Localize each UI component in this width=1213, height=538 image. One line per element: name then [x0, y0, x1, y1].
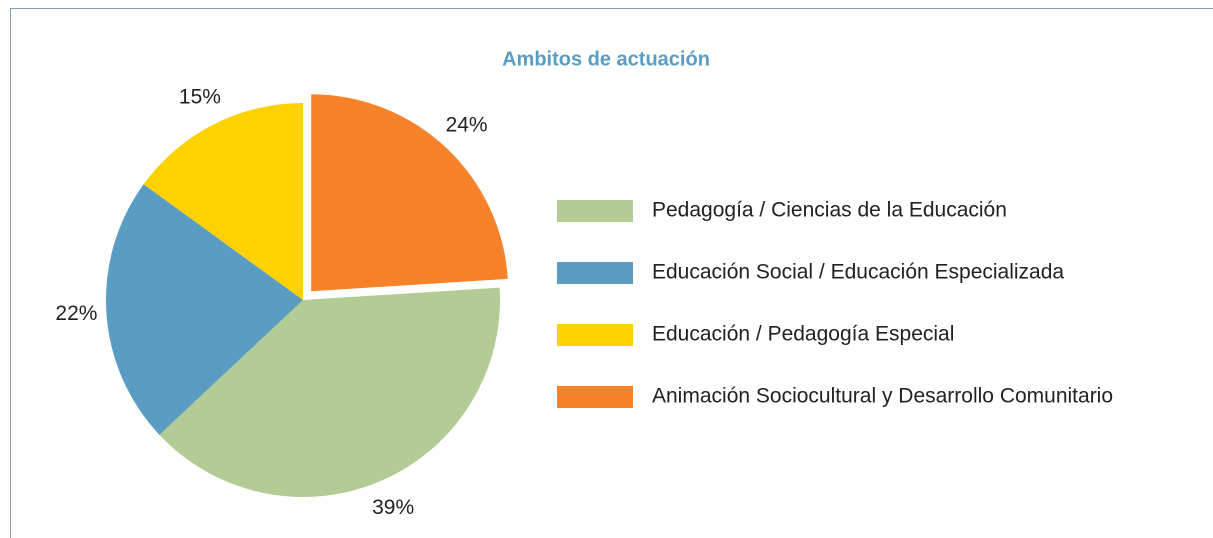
pie-slice [311, 94, 508, 292]
pie-slice [159, 287, 500, 498]
pie-slice [143, 103, 303, 300]
legend-label: Animación Sociocultural y Desarrollo Com… [652, 385, 1113, 408]
legend-label: Pedagogía / Ciencias de la Educación [652, 199, 1007, 222]
legend-swatch [557, 386, 633, 408]
legend-label: Educación Social / Educación Especializa… [652, 261, 1064, 284]
data-label: 22% [55, 302, 97, 325]
legend-swatch [557, 324, 633, 346]
legend-swatch [557, 262, 633, 284]
chart-title: Ambitos de actuación [502, 48, 710, 70]
legend-swatch [557, 200, 633, 222]
data-label: 15% [179, 85, 221, 108]
pie-slice [106, 184, 303, 435]
legend-label: Educación / Pedagogía Especial [652, 323, 954, 346]
data-label: 24% [446, 113, 488, 136]
data-label: 39% [372, 496, 414, 519]
